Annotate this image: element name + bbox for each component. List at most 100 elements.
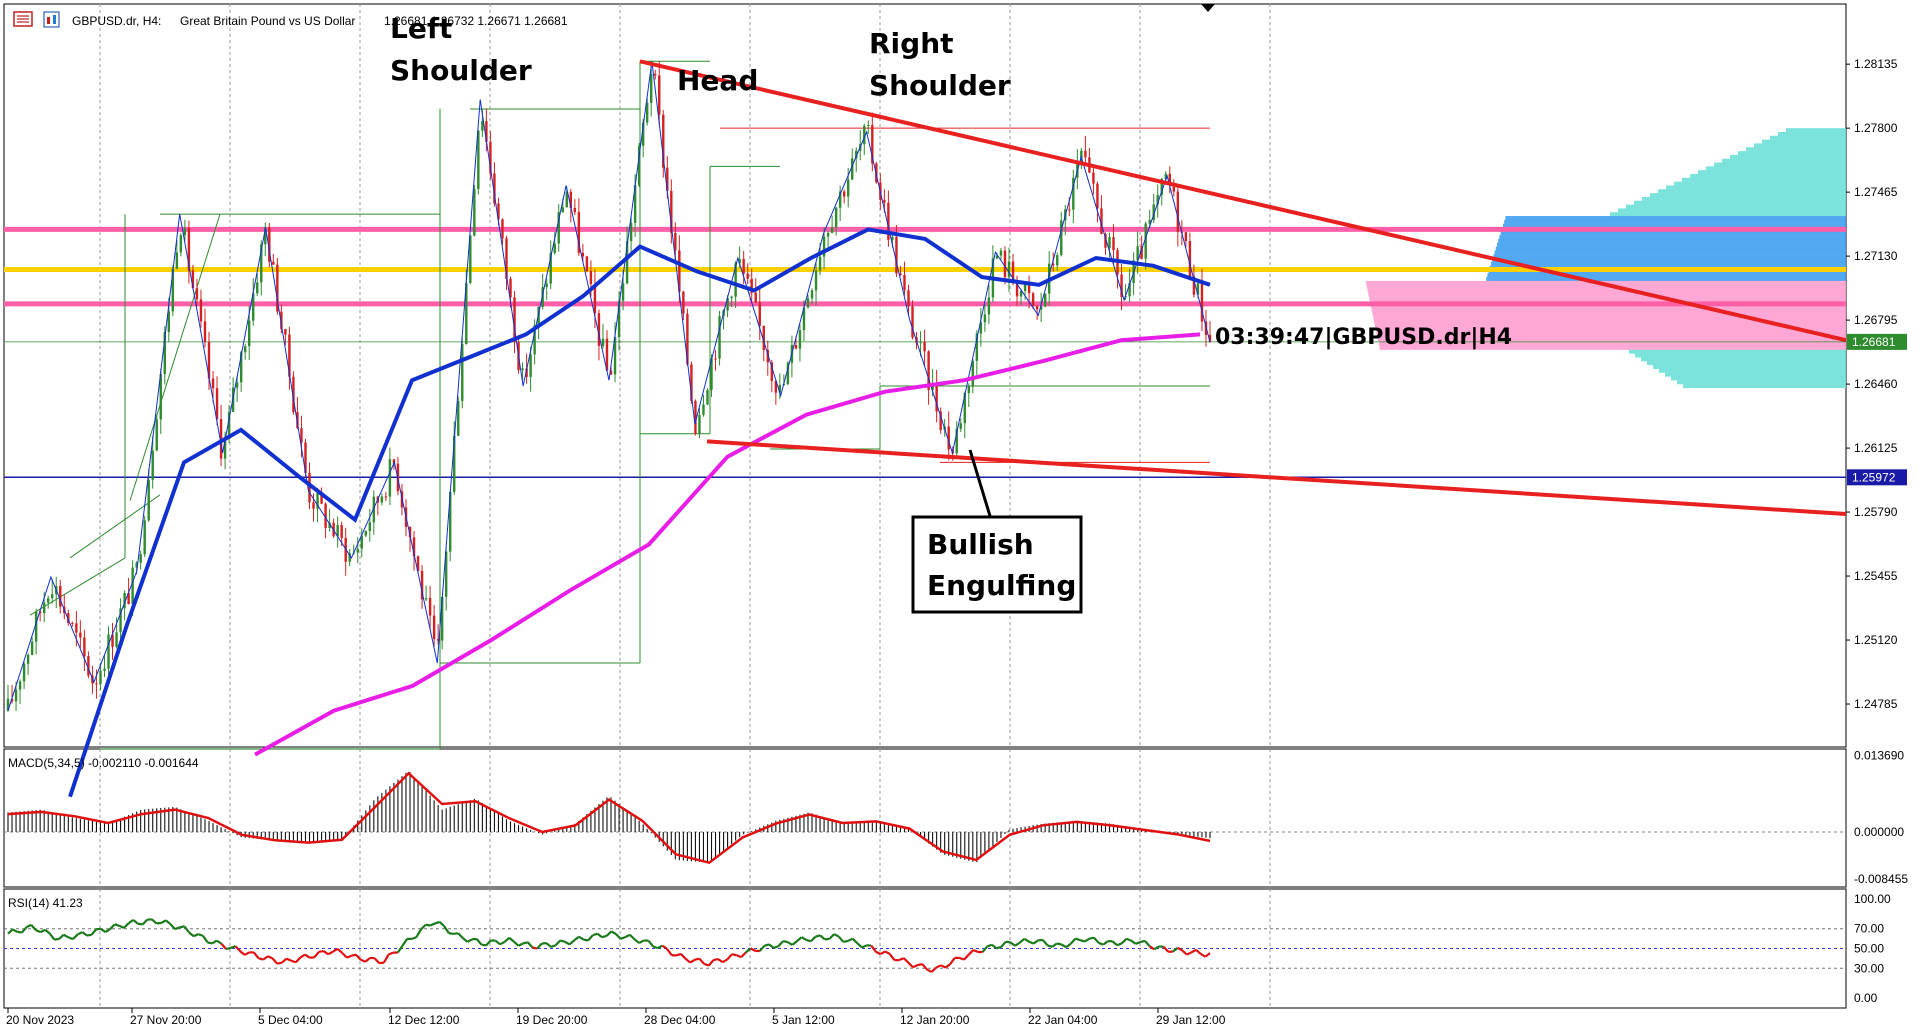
candle-body-90 xyxy=(368,522,372,532)
price-tick-label-4: 1.26795 xyxy=(1854,313,1898,327)
time-tick-label-6: 5 Jan 12:00 xyxy=(772,1013,835,1027)
rsi-segment-37 xyxy=(174,926,181,931)
candle-body-142 xyxy=(577,212,581,253)
candle-timer-label: 03:39:47|GBPUSD.dr|H4 xyxy=(1215,325,1512,350)
candle-body-115 xyxy=(469,235,472,283)
candle-body-54 xyxy=(223,436,227,459)
rsi-segment-244 xyxy=(1135,940,1141,945)
rsi-segment-128 xyxy=(596,932,603,939)
rsi-segment-19 xyxy=(90,928,98,936)
profile-bar-48 xyxy=(1372,311,1846,316)
candle-body-122 xyxy=(497,203,500,220)
candle-body-32 xyxy=(135,562,138,568)
rsi-segment-184 xyxy=(856,942,863,949)
candle-body-46 xyxy=(191,270,195,289)
candle-body-64 xyxy=(264,227,267,245)
rsi-segment-116 xyxy=(541,941,547,945)
rsi-segment-197 xyxy=(917,962,923,967)
rsi-segment-241 xyxy=(1121,937,1128,945)
candle-body-166 xyxy=(674,232,677,251)
candle-body-36 xyxy=(151,450,154,480)
candle-body-194 xyxy=(786,362,790,385)
candle-body-299 xyxy=(1208,334,1212,342)
rsi-segment-228 xyxy=(1060,943,1067,949)
candle-body-69 xyxy=(284,328,287,335)
candle-body-144 xyxy=(585,256,589,272)
rsi-segment-29 xyxy=(137,922,143,926)
rsi-segment-175 xyxy=(815,934,821,938)
time-tick-label-7: 12 Jan 20:00 xyxy=(900,1013,970,1027)
rsi-segment-215 xyxy=(1000,940,1007,948)
profile-bar-1 xyxy=(1778,131,1846,136)
candle-body-253 xyxy=(1023,284,1027,292)
candle-body-29 xyxy=(123,593,126,609)
rsi-segment-58 xyxy=(271,957,278,965)
rsi-segment-76 xyxy=(355,953,362,961)
rsi-segment-247 xyxy=(1149,945,1155,951)
rsi-segment-109 xyxy=(508,936,515,943)
candle-body-143 xyxy=(581,252,585,257)
rsi-segment-108 xyxy=(503,936,510,943)
chart-shift-marker[interactable] xyxy=(1201,4,1215,12)
rsi-segment-216 xyxy=(1005,940,1011,944)
rsi-segment-65 xyxy=(304,953,311,959)
rsi-segment-135 xyxy=(629,934,636,941)
rsi-segment-126 xyxy=(587,934,594,942)
rsi-segment-152 xyxy=(707,959,715,967)
candle-body-180 xyxy=(730,296,733,299)
candle-body-175 xyxy=(710,358,713,390)
candle-body-164 xyxy=(666,167,669,191)
profile-bar-32 xyxy=(1494,250,1846,255)
candle-body-65 xyxy=(268,227,271,262)
rsi-segment-68 xyxy=(318,949,324,953)
candle-body-138 xyxy=(561,207,564,213)
rsi-segment-148 xyxy=(689,958,696,964)
candle-body-39 xyxy=(163,332,166,374)
rsi-segment-170 xyxy=(791,940,798,946)
macd-axis-label-0: 0.013690 xyxy=(1854,749,1904,763)
candle-body-57 xyxy=(235,382,239,388)
candle-body-13 xyxy=(59,586,62,607)
rsi-segment-80 xyxy=(373,957,381,964)
rsi-segment-127 xyxy=(592,932,598,937)
rsi-segment-189 xyxy=(879,950,886,956)
rsi-title: RSI(14) 41.23 xyxy=(8,896,83,910)
chart-window-icon[interactable] xyxy=(13,11,33,27)
ema-slow-line xyxy=(254,332,1201,757)
rsi-segment-230 xyxy=(1069,937,1077,945)
price-tick-label-8: 1.25455 xyxy=(1854,569,1898,583)
candle-body-6 xyxy=(30,641,34,655)
main-panel-frame xyxy=(3,3,1847,748)
candle-body-275 xyxy=(1112,237,1115,251)
candle-body-9 xyxy=(42,602,46,613)
rsi-segment-52 xyxy=(244,951,250,956)
symbol-chart-icon[interactable] xyxy=(43,11,60,28)
candle-body-247 xyxy=(999,250,1003,256)
profile-bar-63 xyxy=(1659,368,1846,373)
rsi-segment-94 xyxy=(438,921,445,928)
candle-body-158 xyxy=(641,122,645,146)
rsi-segment-69 xyxy=(322,950,329,956)
candle-body-53 xyxy=(219,419,223,459)
session-range-boxes xyxy=(29,60,1210,750)
candle-body-165 xyxy=(670,190,673,233)
candle-body-272 xyxy=(1100,208,1103,234)
candle-body-198 xyxy=(802,307,806,331)
rsi-segment-35 xyxy=(165,919,172,925)
candle-body-47 xyxy=(195,288,199,300)
chart-symbol: GBPUSD.dr, H4: xyxy=(72,14,161,28)
candle-body-214 xyxy=(867,124,870,126)
candle-body-232 xyxy=(939,411,942,431)
rsi-segment-77 xyxy=(360,958,366,963)
profile-bar-44 xyxy=(1369,296,1846,301)
candle-body-118 xyxy=(481,121,484,131)
candle-body-167 xyxy=(678,250,681,292)
rsi-segment-219 xyxy=(1019,937,1026,944)
rsi-segment-85 xyxy=(396,945,404,954)
candle-body-19 xyxy=(83,637,86,657)
profile-bar-9 xyxy=(1714,162,1846,167)
profile-bar-25 xyxy=(1503,223,1846,228)
rsi-segment-131 xyxy=(610,930,617,935)
